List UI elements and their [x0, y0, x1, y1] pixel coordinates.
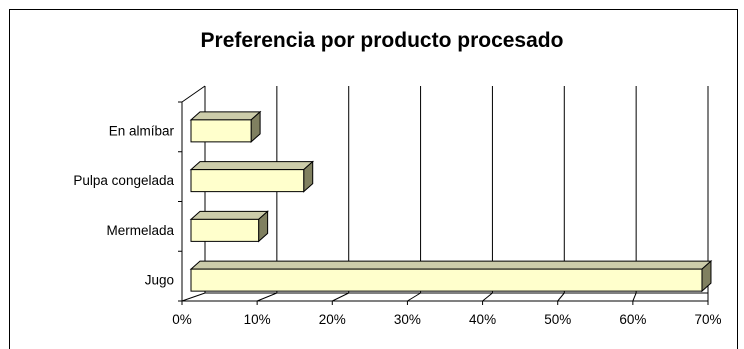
x-tick-label: 30%: [394, 312, 421, 327]
x-tick-label: 60%: [619, 312, 646, 327]
bar: [190, 218, 260, 242]
floor-line: [482, 292, 493, 302]
floor-line: [181, 292, 206, 302]
bar: [190, 169, 305, 193]
bar-top-face: [189, 260, 713, 270]
bar-top-face: [189, 210, 269, 220]
x-tick-label: 40%: [469, 312, 496, 327]
bar-top-face: [189, 111, 262, 121]
x-tick-label: 20%: [319, 312, 346, 327]
x-tick-label: 50%: [544, 312, 571, 327]
category-label: Jugo: [145, 273, 174, 288]
floor-line: [632, 292, 637, 302]
bar: [190, 268, 703, 292]
x-tick-label: 0%: [172, 312, 192, 327]
floor-line: [256, 292, 278, 302]
chart-title: Preferencia por producto procesado: [200, 29, 564, 52]
chart-frame: [9, 9, 738, 349]
x-tick-label: 70%: [694, 312, 721, 327]
category-label: En almíbar: [109, 123, 175, 138]
bar-top-face: [189, 161, 315, 171]
floor-line: [332, 292, 349, 302]
floor-line: [557, 292, 565, 302]
category-label: Pulpa congelada: [73, 173, 174, 188]
floor-line: [407, 292, 421, 302]
x-tick-label: 10%: [244, 312, 271, 327]
bar: [190, 119, 252, 143]
category-label: Mermelada: [106, 223, 174, 238]
y-axis-top: [181, 85, 206, 103]
